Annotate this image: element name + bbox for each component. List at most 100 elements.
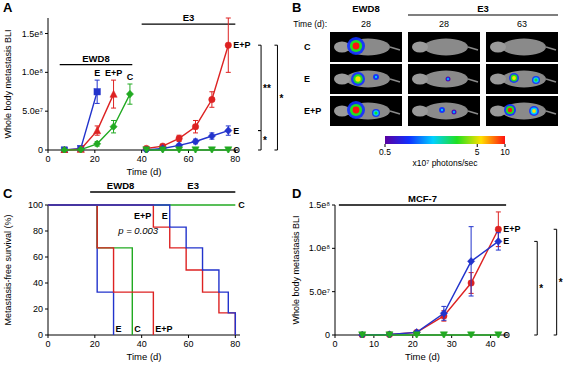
x-tick (141, 335, 142, 338)
series-line (48, 205, 114, 335)
signal (350, 104, 362, 116)
mouse-tail (390, 111, 400, 114)
signal (529, 106, 539, 116)
signal (441, 109, 443, 111)
signal (373, 74, 379, 80)
mouse-head (334, 74, 350, 85)
y-axis-label: Whole body metastasis BLI (3, 29, 13, 138)
mouse-body (502, 103, 546, 120)
series-label: C (503, 330, 510, 340)
mouse-tail (468, 79, 478, 82)
error-bar (177, 135, 182, 141)
x-tick (335, 335, 336, 338)
y-tick-label: 1.0e⁸ (22, 67, 44, 77)
row-label: E (304, 74, 310, 84)
annotation: p = 0.003 (117, 225, 159, 236)
mouse-tail (468, 47, 478, 50)
data-point (77, 146, 84, 153)
image-cell (486, 96, 558, 126)
y-tick (45, 283, 48, 284)
data-point (225, 147, 232, 153)
mouse-body (502, 39, 546, 56)
data-point (110, 90, 117, 97)
panel-label: D (292, 186, 301, 201)
x-tick (94, 335, 95, 338)
x-tick (141, 150, 142, 153)
row-label: E+P (304, 106, 321, 116)
x-tick (48, 150, 49, 153)
series-label: E+P (233, 40, 250, 50)
mouse-tail (390, 47, 400, 50)
x-tick-label: 0 (332, 339, 337, 349)
data-point (192, 138, 199, 146)
signal (440, 108, 444, 112)
signal (532, 76, 540, 84)
significance-label: * (263, 135, 267, 146)
series-label: E (116, 324, 122, 334)
series-label: C (127, 72, 134, 82)
mouse-tail (546, 79, 556, 82)
series-label: C (238, 200, 245, 210)
image-cell (330, 96, 402, 126)
signal (534, 78, 537, 81)
time-label: Time (d): (293, 19, 327, 29)
series-line (48, 205, 235, 335)
data-point (192, 124, 198, 130)
signal (506, 106, 514, 114)
group-label: EWD8 (107, 180, 134, 191)
data-point (110, 123, 117, 131)
series-line (362, 241, 498, 335)
x-tick-label: 60 (183, 154, 193, 164)
series-line (146, 131, 228, 150)
image-cell (408, 32, 480, 62)
mouse-tail (546, 47, 556, 50)
series-label: E+P (503, 224, 520, 234)
y-tick-label: 5.0e⁷ (22, 106, 43, 116)
series-line (48, 205, 235, 335)
series-labels: ECE+PCE+PE (116, 200, 246, 334)
significance-bracket (554, 229, 557, 335)
data-point (208, 132, 215, 140)
y-tick-label: 80 (33, 226, 43, 236)
series-label: C (233, 145, 240, 155)
data-point (468, 332, 475, 338)
data-point (126, 90, 133, 98)
significance-bracket (258, 45, 261, 130)
data-point (192, 147, 199, 153)
signal (439, 107, 445, 113)
panel-label: C (3, 186, 13, 201)
signal (453, 111, 455, 113)
x-tick (235, 335, 236, 338)
series-line (64, 92, 97, 150)
plot-area (359, 212, 502, 338)
data-point (159, 147, 166, 153)
data-point (94, 127, 101, 134)
plot-area (48, 205, 235, 335)
signal (511, 75, 518, 82)
data-point (94, 140, 101, 148)
significance-bracket (274, 45, 277, 150)
series-line (362, 334, 498, 335)
data-point (468, 258, 475, 266)
group-header: E3 (477, 3, 489, 14)
chart-panel: D05.0e⁷1.0e⁸1.5e⁸010203040Time (d)Whole … (291, 186, 563, 362)
plot-area (61, 18, 232, 153)
y-tick-label: 40 (33, 278, 43, 288)
significance-label: * (539, 283, 543, 294)
y-tick-label: 0 (38, 330, 43, 340)
row-label: C (304, 42, 311, 52)
chart-panel: A05.0e⁷1.0e⁸1.5e⁸020406080Time (d)Whole … (3, 0, 283, 177)
image-cell (486, 32, 558, 62)
data-point (77, 145, 84, 152)
error-bar (95, 80, 100, 103)
data-point (225, 42, 231, 48)
time-value: 63 (517, 19, 527, 29)
y-axis (48, 18, 49, 150)
signal (372, 109, 380, 117)
y-tick (45, 72, 48, 73)
significance-label: * (279, 93, 283, 104)
y-tick (45, 231, 48, 232)
signal (446, 77, 449, 80)
series-line (64, 94, 113, 150)
data-point (413, 332, 420, 338)
